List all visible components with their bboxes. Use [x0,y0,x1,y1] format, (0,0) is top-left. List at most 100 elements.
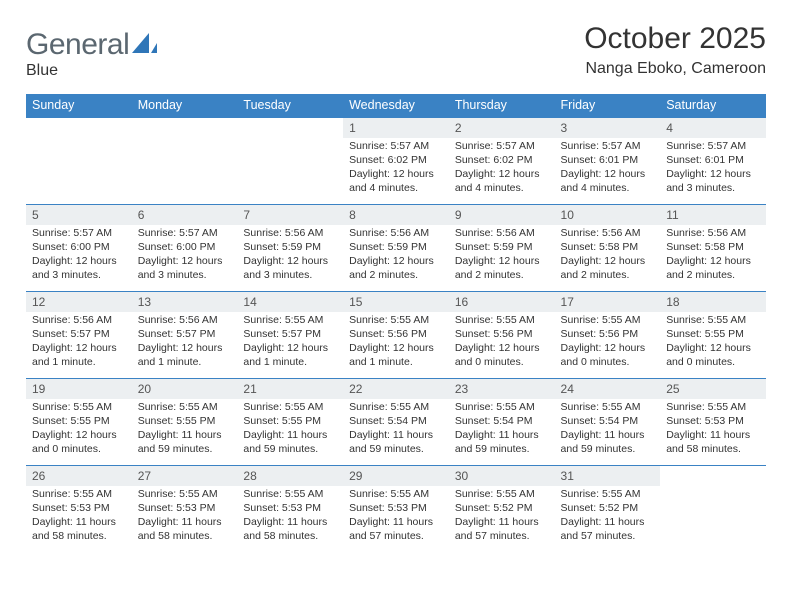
sunset-text: Sunset: 5:58 PM [561,241,655,255]
sunset-text: Sunset: 5:56 PM [455,328,549,342]
daylight-text: Daylight: 11 hours [349,516,443,530]
daylight-text: Daylight: 12 hours [349,342,443,356]
brand-text-blue: Blue [26,62,158,80]
day-details: Sunrise: 5:56 AMSunset: 5:58 PMDaylight:… [660,225,766,286]
day-number: 7 [237,205,343,225]
calendar-week-row: 12 Sunrise: 5:56 AM Sunset: 5:57 PM Dayligh… [26,292,766,379]
sunrise-text: Sunrise: 5:56 AM [243,227,337,241]
calendar-day-cell: 18Sunrise: 5:55 AMSunset: 5:55 PMDayligh… [660,292,766,379]
day-number: 8 [343,205,449,225]
day-details: Sunrise: 5:55 AMSunset: 5:53 PMDaylight:… [26,486,132,547]
daylight-text: Daylight: 12 hours [138,342,232,356]
daylight-text: Daylight: 11 hours [32,516,126,530]
day-details: Sunrise: 5:57 AMSunset: 6:00 PMDaylight:… [132,225,238,286]
calendar-day-cell: 26Sunrise: 5:55 AMSunset: 5:53 PMDayligh… [26,466,132,553]
daylight-text: and 0 minutes. [666,356,760,370]
day-details: Sunrise: 5:57 AMSunset: 6:02 PMDaylight:… [449,138,555,199]
daylight-text: and 1 minute. [349,356,443,370]
day-number: 6 [132,205,238,225]
calendar-day-cell: 2Sunrise: 5:57 AMSunset: 6:02 PMDaylight… [449,118,555,205]
sunset-text: Sunset: 5:52 PM [455,502,549,516]
daylight-text: and 57 minutes. [349,530,443,544]
day-number: 27 [132,466,238,486]
sunrise-text: Sunrise: 5:55 AM [561,401,655,415]
daylight-text: Daylight: 12 hours [455,255,549,269]
daylight-text: Daylight: 11 hours [561,429,655,443]
sunrise-text: Sunrise: 5:55 AM [32,401,126,415]
sunrise-text: Sunrise: 5:55 AM [561,314,655,328]
month-title: October 2025 [584,22,766,56]
calendar-day-cell: 23Sunrise: 5:55 AMSunset: 5:54 PMDayligh… [449,379,555,466]
sunset-text: Sunset: 5:59 PM [243,241,337,255]
daylight-text: Daylight: 11 hours [666,429,760,443]
sunrise-text: Sunrise: 5:56 AM [666,227,760,241]
sunset-text: Sunset: 6:01 PM [561,154,655,168]
daylight-text: Daylight: 11 hours [455,516,549,530]
day-details: Sunrise: 5:55 AMSunset: 5:56 PMDaylight:… [555,312,661,373]
daylight-text: Daylight: 12 hours [666,168,760,182]
sail-icon [132,33,158,60]
sunset-text: Sunset: 6:00 PM [32,241,126,255]
day-details: Sunrise: 5:56 AMSunset: 5:59 PMDaylight:… [343,225,449,286]
day-details: Sunrise: 5:57 AMSunset: 6:01 PMDaylight:… [555,138,661,199]
sunset-text: Sunset: 5:57 PM [32,328,126,342]
daylight-text: and 1 minute. [243,356,337,370]
daylight-text: Daylight: 11 hours [138,516,232,530]
day-number: 19 [26,379,132,399]
calendar-day-cell: 22Sunrise: 5:55 AMSunset: 5:54 PMDayligh… [343,379,449,466]
day-number: 11 [660,205,766,225]
sunrise-text: Sunrise: 5:55 AM [455,488,549,502]
sunrise-text: Sunrise: 5:57 AM [561,140,655,154]
daylight-text: and 2 minutes. [455,269,549,283]
sunrise-text: Sunrise: 5:57 AM [666,140,760,154]
sunset-text: Sunset: 5:53 PM [243,502,337,516]
day-number: 12 [26,292,132,312]
sunset-text: Sunset: 5:58 PM [666,241,760,255]
sunrise-text: Sunrise: 5:57 AM [455,140,549,154]
day-number: 20 [132,379,238,399]
day-number: 10 [555,205,661,225]
daylight-text: Daylight: 12 hours [243,255,337,269]
day-details: Sunrise: 5:55 AMSunset: 5:55 PMDaylight:… [26,399,132,460]
day-details: Sunrise: 5:55 AMSunset: 5:53 PMDaylight:… [132,486,238,547]
sunrise-text: Sunrise: 5:55 AM [349,488,443,502]
daylight-text: and 59 minutes. [561,443,655,457]
calendar-day-cell: 20Sunrise: 5:55 AMSunset: 5:55 PMDayligh… [132,379,238,466]
daylight-text: Daylight: 12 hours [561,255,655,269]
daylight-text: and 3 minutes. [138,269,232,283]
sunrise-text: Sunrise: 5:55 AM [243,488,337,502]
sunrise-text: Sunrise: 5:57 AM [138,227,232,241]
sunrise-text: Sunrise: 5:55 AM [561,488,655,502]
calendar-day-cell: 16Sunrise: 5:55 AMSunset: 5:56 PMDayligh… [449,292,555,379]
day-number: 13 [132,292,238,312]
calendar-day-cell: 11Sunrise: 5:56 AMSunset: 5:58 PMDayligh… [660,205,766,292]
day-details: Sunrise: 5:57 AMSunset: 6:00 PMDaylight:… [26,225,132,286]
sunrise-text: Sunrise: 5:56 AM [138,314,232,328]
sunrise-text: Sunrise: 5:57 AM [32,227,126,241]
day-number: 14 [237,292,343,312]
day-number: 16 [449,292,555,312]
daylight-text: and 1 minute. [32,356,126,370]
day-number: 30 [449,466,555,486]
sunset-text: Sunset: 5:55 PM [666,328,760,342]
calendar-body: 1Sunrise: 5:57 AMSunset: 6:02 PMDaylight… [26,118,766,553]
day-details: Sunrise: 5:55 AMSunset: 5:57 PMDaylight:… [237,312,343,373]
calendar-day-cell [237,118,343,205]
daylight-text: Daylight: 12 hours [455,342,549,356]
calendar-header: SundayMondayTuesdayWednesdayThursdayFrid… [26,94,766,118]
daylight-text: Daylight: 12 hours [32,255,126,269]
daylight-text: and 57 minutes. [455,530,549,544]
day-number: 2 [449,118,555,138]
calendar-day-cell: 8Sunrise: 5:56 AMSunset: 5:59 PMDaylight… [343,205,449,292]
daylight-text: and 57 minutes. [561,530,655,544]
calendar-day-cell [660,466,766,553]
daylight-text: and 0 minutes. [561,356,655,370]
calendar-week-row: 5Sunrise: 5:57 AMSunset: 6:00 PMDaylight… [26,205,766,292]
sunset-text: Sunset: 5:52 PM [561,502,655,516]
calendar-day-cell: 31Sunrise: 5:55 AMSunset: 5:52 PMDayligh… [555,466,661,553]
day-number: 21 [237,379,343,399]
daylight-text: and 1 minute. [138,356,232,370]
day-details: Sunrise: 5:55 AMSunset: 5:52 PMDaylight:… [449,486,555,547]
sunset-text: Sunset: 5:54 PM [561,415,655,429]
daylight-text: Daylight: 12 hours [349,168,443,182]
